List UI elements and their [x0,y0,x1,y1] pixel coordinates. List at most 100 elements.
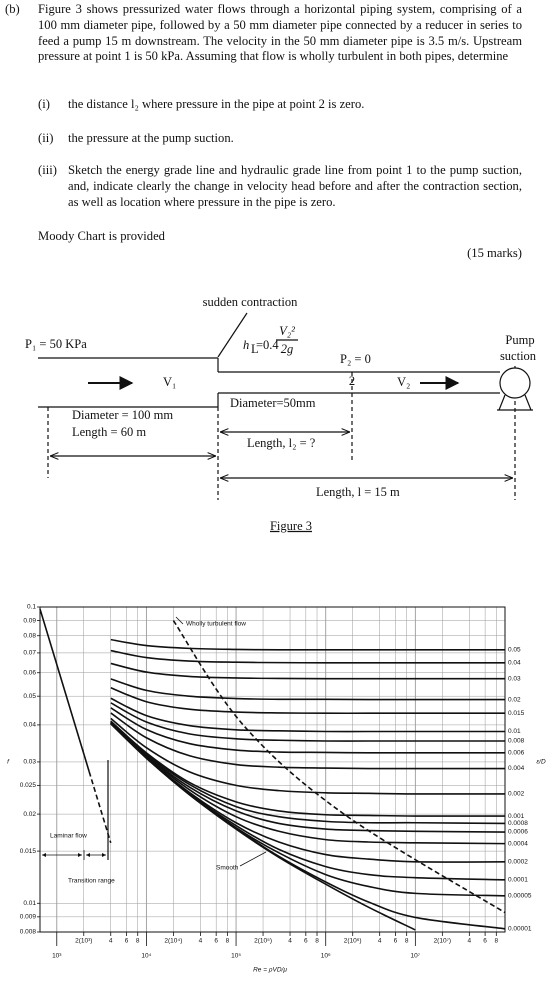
curve [172,620,506,914]
label: Length = 60 m [72,425,146,439]
part-label: (ii) [38,131,54,145]
x-tick-label: 10³ [52,953,62,960]
y-tick-label: 0.008 [20,929,37,936]
x-tick-label: 6 [483,938,487,945]
y-tick-label: 0.025 [20,782,37,789]
series-label: 0.0004 [508,840,528,847]
series-label: 0.01 [508,728,521,735]
leader-line [175,616,184,625]
y-tick-label: 0.08 [23,632,36,639]
pump-base [497,394,533,411]
x-tick-label: 4 [468,938,472,945]
y-tick-label: 0.06 [23,669,36,676]
label: Pump [505,333,534,347]
series-label: 0.00005 [508,893,532,900]
curve [110,678,505,701]
series-label: 0.001 [508,813,525,820]
x-tick-label: 8 [226,938,230,945]
y-tick-label: 0.02 [23,811,36,818]
part-label: (i) [38,97,50,111]
part-label: (iii) [38,163,57,177]
x-tick-label: 4 [109,938,113,945]
curve [110,720,506,817]
curve [110,712,505,770]
curve [110,723,506,930]
label: V₁ [163,375,176,389]
x-tick-label: 6 [394,938,398,945]
x-tick-label: 6 [304,938,308,945]
x-tick-label: 10⁷ [411,953,421,960]
label: V₂ [397,375,410,389]
label: Length, l₂ = ? [247,436,316,450]
series-label: 0.0002 [508,859,528,866]
y-tick-label: 0.01 [23,900,36,907]
curve [110,721,506,833]
x-tick-label: 10⁶ [321,953,331,960]
x-tick-label: 6 [125,938,129,945]
x-tick-label: 4 [288,938,292,945]
series-label: 0.04 [508,660,521,667]
label: suction [500,349,537,363]
curve [110,638,505,651]
x-tick-label: 4 [199,938,203,945]
leader-line [217,312,248,358]
formula: =0.4 [256,338,279,352]
x-tick-label: 2(10⁴) [164,938,182,945]
curve [110,723,416,931]
y-axis-label: f [7,759,10,766]
curve [110,722,506,845]
series-label: 0.03 [508,675,521,682]
x-tick-label: 2(10⁶) [344,938,362,945]
y-tick-label: 0.05 [23,693,36,700]
series-label: 0.002 [508,791,525,798]
label: 2 [349,374,355,388]
curve [110,707,505,754]
x-tick-label: 4 [378,938,382,945]
annotation: Transition range [68,878,115,885]
x-tick-label: 2(10⁷) [434,938,452,945]
series-label: 0.008 [508,738,525,745]
series-label: 0.0001 [508,877,528,884]
annotation: Laminar flow [50,833,87,840]
label: Diameter=50mm [230,396,316,410]
curve [110,649,505,664]
series-label: 0.00001 [508,926,532,933]
pump [499,367,531,399]
annotation: Wholly turbulent flow [186,621,246,628]
x-tick-label: 10⁴ [141,953,151,960]
y-tick-label: 0.03 [23,759,36,766]
formula: 2g [281,342,294,356]
marks: (15 marks) [467,246,522,260]
x-tick-label: 8 [494,938,498,945]
curve [110,662,505,680]
x-tick-label: 8 [405,938,409,945]
leader-line [239,851,267,867]
label: sudden contraction [203,295,299,309]
formula: V₂² [279,324,295,338]
part-text: Sketch the energy grade line and hydraul… [68,163,522,209]
y-tick-label: 0.07 [23,650,36,657]
y-tick-label: 0.009 [20,914,37,921]
curve [39,608,90,772]
y-tick-label: 0.1 [27,604,36,611]
chart-annotations [42,616,267,867]
question-text: Figure 3 shows pressurized water flows t… [38,2,522,64]
label: Length, l = 15 m [316,485,400,499]
formula: h [243,338,249,352]
x-tick-label: 8 [136,938,140,945]
x-tick-label: 10⁵ [231,953,241,960]
part-text: the pressure at the pump suction. [68,131,234,145]
y-tick-label: 0.015 [20,848,37,855]
curve [110,721,506,825]
annotation: Smooth [216,865,239,872]
curve [110,702,505,742]
note: Moody Chart is provided [38,229,165,243]
series-label: 0.004 [508,765,525,772]
x-tick-label: 6 [214,938,218,945]
formula: L [251,342,259,356]
x-tick-label: 2(10⁵) [254,938,272,945]
curve [110,717,506,795]
plot-frame [39,606,506,933]
